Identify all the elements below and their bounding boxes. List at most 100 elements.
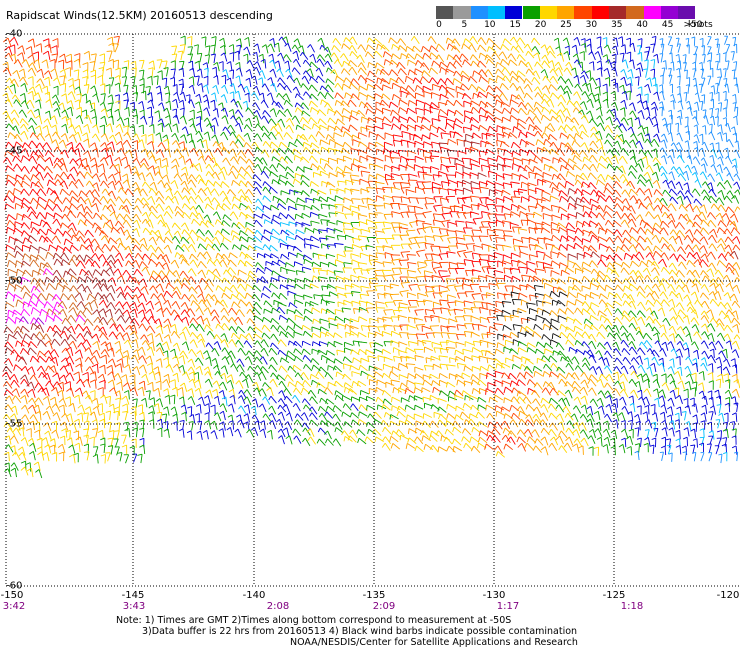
wind-barb-feather [374,141,377,148]
wind-barb-feather [203,107,208,111]
wind-barb [509,132,518,139]
wind-barb-feather [510,142,514,149]
wind-barb [94,157,98,167]
wind-barb [151,141,155,151]
wind-barb-feather [510,45,514,51]
wind-barb [287,43,292,52]
wind-barb-feather [2,61,8,66]
wind-barb-feather [685,84,690,86]
wind-barb-feather [397,68,402,74]
wind-barb [535,70,541,80]
wind-barb [174,180,179,189]
wind-barb [406,46,415,52]
wind-barb-feather [308,84,312,90]
wind-barb-feather [399,86,402,93]
wind-barb-feather [438,187,441,194]
wind-barb [529,236,538,242]
wind-barb-feather [155,190,160,196]
wind-barb-feather [235,109,239,114]
wind-barb [445,195,456,198]
wind-barb-feather [644,59,649,62]
wind-barb [719,164,723,174]
wind-barb-feather [68,134,74,139]
wind-barb [680,190,686,199]
wind-barb [345,165,354,172]
wind-barb-feather [383,203,386,209]
wind-barb-feather [295,166,299,172]
wind-barb-feather [188,174,192,180]
wind-barb-feather [131,182,137,187]
wind-barb [462,157,472,160]
wind-barb [207,68,209,78]
wind-barb [679,116,682,126]
wind-barb [46,142,52,151]
wind-barb-feather [60,222,63,229]
wind-barb [278,131,284,141]
wind-barb [94,189,100,198]
wind-barb [239,38,243,48]
wind-barb [455,163,465,167]
wind-barb [608,246,616,254]
wind-barb [112,226,121,234]
wind-barb-feather [132,133,137,138]
wind-barb-feather [563,124,567,130]
wind-barb-feather [306,68,311,73]
wind-barb-feather [642,100,647,104]
wind-barb-feather [199,220,203,227]
wind-barb [719,182,726,190]
wind-barb [256,133,263,142]
wind-barb [640,62,644,72]
wind-barb-feather [107,237,111,244]
wind-barb-feather [723,180,728,185]
wind-barb [96,182,100,192]
wind-barb-feather [6,227,8,234]
wind-barb-feather [147,195,152,201]
wind-barb-feather [239,236,242,242]
wind-barb [97,226,105,235]
wind-barb-feather [28,117,32,123]
wind-barb-feather [73,131,79,136]
wind-barb-feather [445,196,450,203]
wind-barb-feather [302,124,305,130]
wind-barb-feather [147,133,153,137]
wind-speed-legend: 0 5 10 15 20 25 30 35 40 45 >50 knots [436,6,736,32]
wind-barb-feather [455,163,457,171]
wind-barb [433,204,443,207]
wind-barb [407,124,417,130]
wind-barb-feather [357,44,362,50]
wind-barb [311,155,319,163]
wind-barb-feather [73,58,80,63]
wind-barb [23,197,31,205]
wind-barb [641,219,650,226]
wind-barb [248,37,251,47]
wind-barb [465,221,475,224]
wind-barb-feather [243,132,248,137]
wind-barb [536,198,546,202]
wind-barb [176,92,180,102]
wind-barb-feather [533,106,538,113]
wind-barb-feather [221,203,225,209]
wind-barb-feather [479,197,483,204]
wind-barb-feather [653,214,659,220]
wind-barb [296,138,304,147]
wind-barb-feather [138,124,144,128]
wind-barb-feather [429,124,432,131]
wind-barb [64,83,67,93]
wind-barb [78,179,84,188]
wind-barb-feather [645,211,649,217]
wind-barb [529,244,539,247]
wind-barb [358,235,368,238]
wind-barb-feather [693,84,697,87]
wind-barb [735,244,740,251]
wind-barb [624,44,627,54]
wind-barb [549,45,555,55]
wind-barb-feather [59,180,65,186]
wind-barb [598,162,607,169]
wind-barb-feather [659,74,664,77]
wind-barb [662,220,670,228]
wind-barb-feather [262,166,266,171]
wind-barb-feather [253,133,258,138]
wind-barb [337,118,345,126]
wind-barb [217,252,225,260]
wind-barb [668,68,672,78]
